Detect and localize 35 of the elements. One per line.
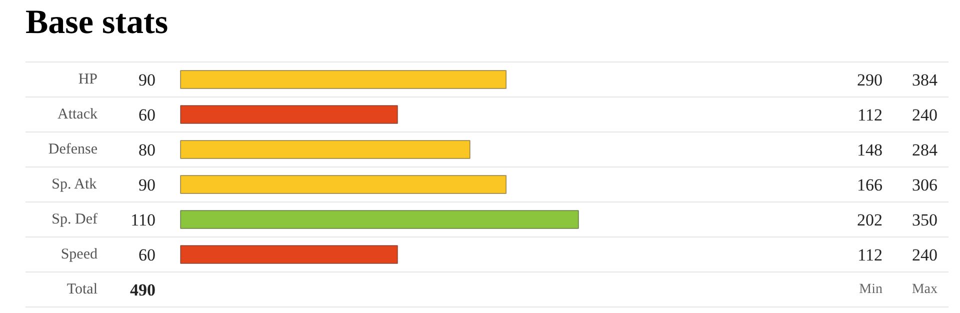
data-label: 80 [138, 140, 156, 160]
bar [180, 245, 398, 264]
text: 240 [912, 106, 938, 124]
text: 148 [857, 140, 882, 160]
text: Max [912, 282, 938, 297]
bar [180, 140, 470, 159]
text: 306 [912, 176, 938, 194]
text: 240 [912, 246, 938, 264]
bar [180, 210, 579, 229]
text: 284 [912, 140, 938, 160]
y-tick-label: Sp. Def [52, 212, 98, 228]
y-tick-label: Speed [60, 246, 98, 262]
text: 202 [857, 210, 882, 230]
chart-title: Base stats [26, 4, 168, 41]
data-label: 90 [138, 70, 156, 90]
bar [180, 70, 507, 89]
text: Min [859, 282, 883, 297]
text: 290 [857, 70, 882, 90]
text: 350 [912, 210, 938, 230]
text: 490 [130, 280, 156, 300]
data-label: 60 [138, 106, 156, 124]
y-tick-label: Sp. Atk [52, 176, 98, 192]
data-label: 110 [130, 210, 156, 230]
data-label: 90 [138, 176, 156, 194]
text: 166 [857, 176, 882, 194]
bar [180, 175, 507, 194]
text: 384 [912, 70, 938, 90]
bar [180, 105, 398, 124]
text: Total [66, 282, 98, 298]
text: 112 [858, 246, 883, 264]
data-label: 60 [138, 246, 156, 264]
y-tick-label: HP [78, 72, 98, 88]
y-tick-label: Attack [58, 106, 98, 122]
text: 112 [858, 106, 883, 124]
y-tick-label: Defense [48, 142, 98, 158]
